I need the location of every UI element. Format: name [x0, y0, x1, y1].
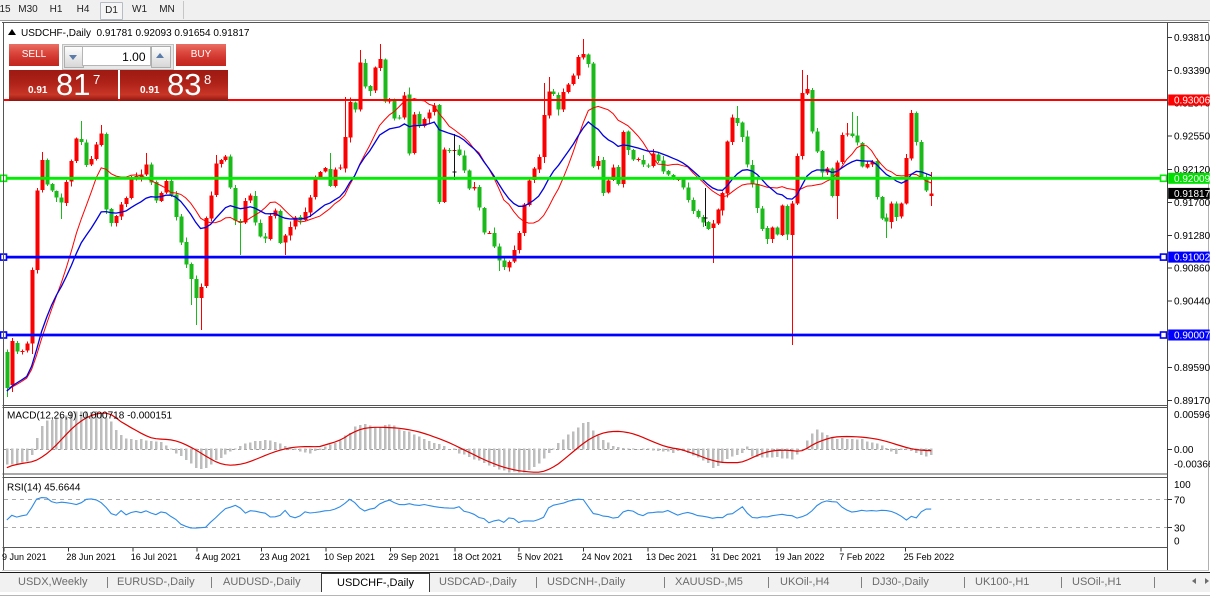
- svg-text:18 Oct 2021: 18 Oct 2021: [453, 552, 502, 562]
- svg-text:5 Nov 2021: 5 Nov 2021: [517, 552, 563, 562]
- svg-text:RSI(14) 45.6644: RSI(14) 45.6644: [7, 482, 81, 493]
- svg-text:100: 100: [1174, 480, 1191, 491]
- svg-text:23 Aug 2021: 23 Aug 2021: [260, 552, 311, 562]
- svg-text:0.91700: 0.91700: [1174, 198, 1210, 209]
- svg-text:30: 30: [1174, 524, 1186, 535]
- svg-text:0.92120: 0.92120: [1174, 165, 1210, 176]
- svg-text:31 Dec 2021: 31 Dec 2021: [710, 552, 761, 562]
- svg-text:0.92550: 0.92550: [1174, 132, 1210, 143]
- svg-text:0.91002: 0.91002: [1174, 253, 1210, 264]
- svg-text:0.89590: 0.89590: [1174, 363, 1210, 374]
- svg-text:0: 0: [1174, 537, 1180, 548]
- svg-text:0.00: 0.00: [1174, 445, 1194, 456]
- svg-text:0.005963: 0.005963: [1174, 410, 1210, 421]
- svg-text:0.90860: 0.90860: [1174, 264, 1210, 275]
- svg-text:19 Jan 2022: 19 Jan 2022: [775, 552, 825, 562]
- svg-text:0.93006: 0.93006: [1174, 96, 1210, 107]
- svg-text:13 Dec 2021: 13 Dec 2021: [646, 552, 697, 562]
- svg-text:0.90440: 0.90440: [1174, 297, 1210, 308]
- svg-text:28 Jun 2021: 28 Jun 2021: [66, 552, 116, 562]
- svg-text:24 Nov 2021: 24 Nov 2021: [582, 552, 633, 562]
- svg-text:9 Jun 2021: 9 Jun 2021: [2, 552, 47, 562]
- svg-text:7 Feb 2022: 7 Feb 2022: [839, 552, 885, 562]
- svg-text:25 Feb 2022: 25 Feb 2022: [904, 552, 955, 562]
- svg-text:0.93390: 0.93390: [1174, 66, 1210, 77]
- svg-text:29 Sep 2021: 29 Sep 2021: [388, 552, 439, 562]
- svg-text:0.92009: 0.92009: [1174, 174, 1210, 185]
- svg-text:0.91817: 0.91817: [1174, 189, 1210, 200]
- svg-text:0.90007: 0.90007: [1174, 331, 1210, 342]
- svg-text:MACD(12,26,9) -0.000718 -0.000: MACD(12,26,9) -0.000718 -0.000151: [7, 410, 173, 421]
- svg-text:0.93810: 0.93810: [1174, 33, 1210, 44]
- svg-text:16 Jul 2021: 16 Jul 2021: [131, 552, 178, 562]
- svg-text:0.89170: 0.89170: [1174, 396, 1210, 407]
- svg-text:-0.003664: -0.003664: [1174, 459, 1210, 470]
- svg-text:0.91280: 0.91280: [1174, 231, 1210, 242]
- svg-text:70: 70: [1174, 495, 1186, 506]
- svg-text:4 Aug 2021: 4 Aug 2021: [195, 552, 241, 562]
- svg-text:10 Sep 2021: 10 Sep 2021: [324, 552, 375, 562]
